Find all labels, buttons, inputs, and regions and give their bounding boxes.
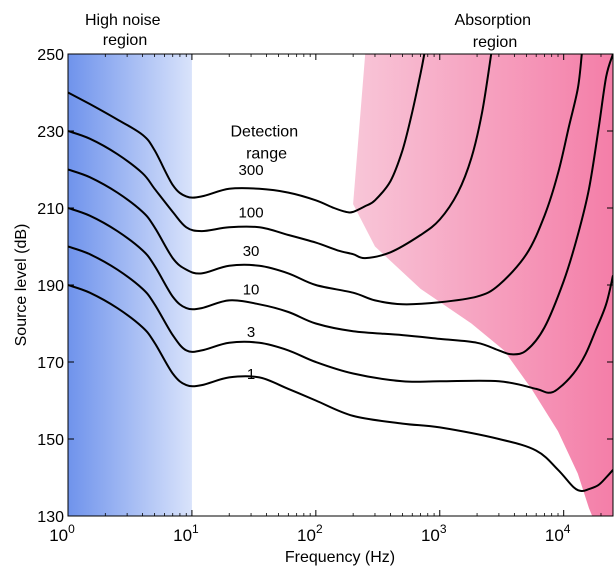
detection-range-annotation: Detection range — [231, 123, 303, 162]
absorption-label-line1: Absorption — [455, 12, 532, 29]
high-noise-label-line1: High noise — [85, 12, 161, 29]
y-tick-label: 210 — [37, 201, 64, 218]
series-label-3: 3 — [247, 324, 255, 341]
high-noise-region-label: High noise region — [85, 12, 165, 49]
regions-layer — [68, 54, 613, 516]
series-labels-layer: 300 100 30 10 3 1 — [239, 162, 264, 383]
y-axis-label: Source level (dB) — [13, 224, 30, 347]
range-curve-30 — [68, 54, 583, 306]
series-label-30: 30 — [243, 243, 260, 260]
x-tick-label: 100 — [49, 522, 75, 545]
annotation-line1: Detection — [231, 123, 299, 140]
range-curve-10 — [68, 54, 613, 356]
absorption-label-line2: region — [473, 34, 517, 51]
x-tick-label: 103 — [421, 522, 447, 545]
x-tick-label: 102 — [297, 522, 323, 545]
x-tick-label: 104 — [545, 522, 571, 545]
high-noise-label-line2: region — [103, 32, 147, 49]
y-tick-label: 150 — [37, 432, 64, 449]
high-noise-region — [68, 54, 192, 516]
range-curve-300 — [68, 54, 426, 214]
annotation-line2: range — [246, 145, 287, 162]
series-label-100: 100 — [239, 204, 264, 221]
x-axis-label: Frequency (Hz) — [285, 549, 395, 566]
series-label-1: 1 — [247, 366, 255, 383]
range-curve-100 — [68, 54, 493, 260]
y-tick-label: 190 — [37, 278, 64, 295]
y-tick-label: 170 — [37, 355, 64, 372]
y-tick-label: 130 — [37, 509, 64, 526]
range-curve-1 — [68, 284, 613, 493]
series-label-300: 300 — [239, 162, 264, 179]
x-tick-label: 101 — [173, 522, 199, 545]
y-tick-label: 250 — [37, 47, 64, 64]
x-axis: 100 101 102 103 104 — [49, 54, 602, 545]
curves-layer — [68, 54, 613, 493]
y-tick-label: 230 — [37, 124, 64, 141]
absorption-region — [353, 54, 613, 516]
series-label-10: 10 — [243, 281, 260, 298]
range-curve-3 — [68, 245, 613, 394]
absorption-region-label: Absorption region — [455, 12, 536, 51]
